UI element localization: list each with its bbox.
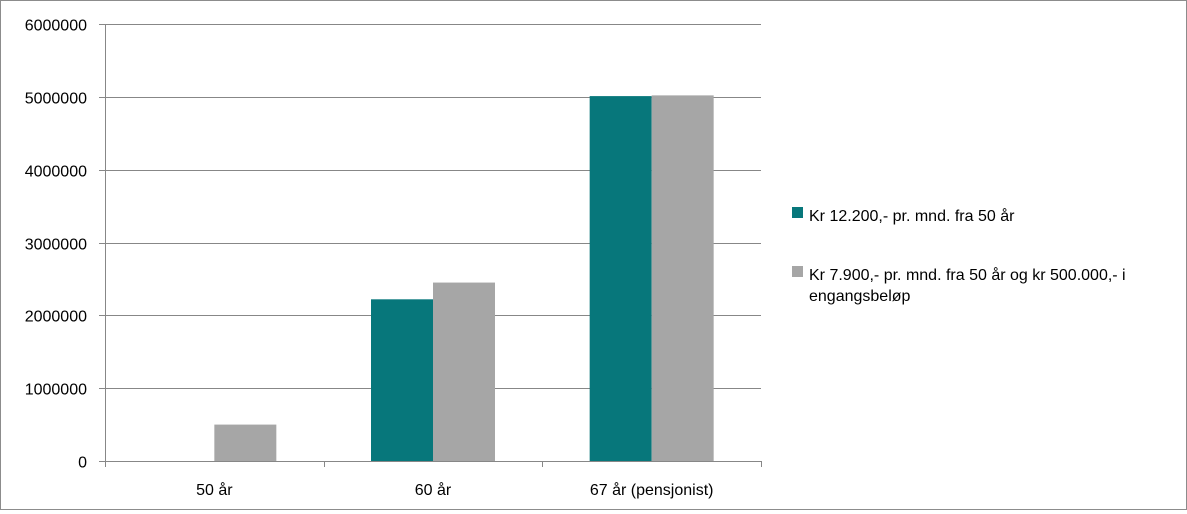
bars: [214, 95, 714, 462]
legend-swatch: [792, 266, 803, 277]
legend-label: engangsbeløp: [809, 288, 911, 305]
y-tick-label: 6000000: [25, 18, 87, 35]
legend: Kr 12.200,- pr. mnd. fra 50 år Kr 7.900,-…: [792, 207, 1126, 305]
x-tick-label: 60 år: [415, 481, 452, 499]
axes: [99, 24, 762, 467]
bar-1: [589, 96, 652, 461]
bar-2: [214, 424, 277, 461]
x-tick-label: 50 år: [196, 481, 233, 499]
legend-label: Kr 12.200,- pr. mnd. fra 50 år: [809, 207, 1015, 225]
y-tick-label: 2000000: [25, 309, 87, 326]
bar-1: [371, 299, 433, 461]
legend-label: Kr 7.900,- pr. mnd. fra 50 år og kr 500.…: [809, 266, 1126, 284]
y-tick-label: 0: [78, 455, 87, 472]
bar-2: [433, 282, 495, 461]
bar-2: [651, 95, 714, 462]
y-tick-label: 5000000: [25, 91, 87, 108]
y-tick-label: 3000000: [25, 237, 87, 254]
y-tick-label: 1000000: [25, 382, 87, 399]
legend-swatch: [792, 207, 803, 218]
tick-labels: 0 1000000 2000000 3000000 4000000 5000000 6000…: [25, 18, 714, 500]
y-tick-label: 4000000: [25, 164, 87, 181]
x-tick-label: 67 år (pensjonist): [590, 481, 714, 499]
